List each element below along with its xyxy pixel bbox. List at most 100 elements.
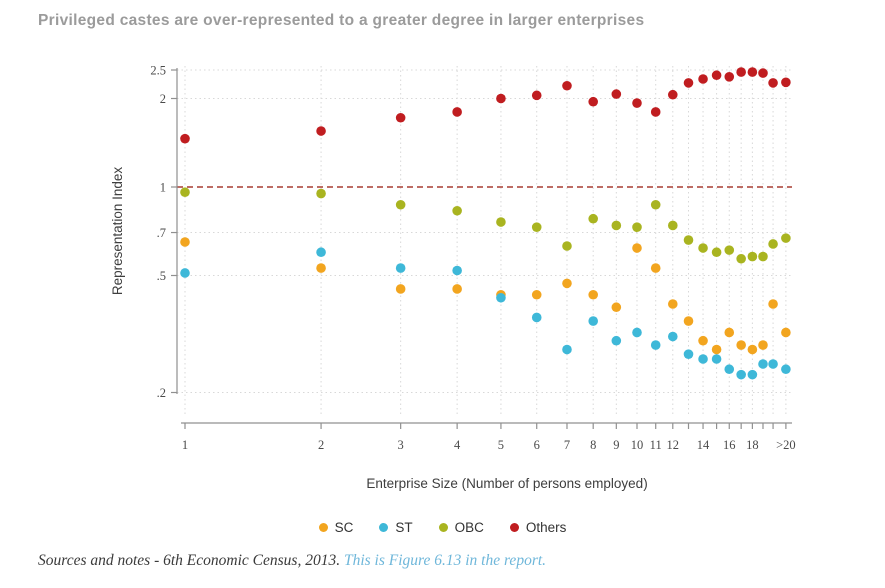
data-point-ST-1 xyxy=(180,268,190,278)
x-tick-label: 16 xyxy=(723,438,736,452)
data-point-OBC-15 xyxy=(711,247,722,258)
data-point-Others-11 xyxy=(650,107,661,117)
data-point-ST-8 xyxy=(588,316,598,326)
x-axis-title: Enterprise Size (Number of persons emplo… xyxy=(366,476,647,491)
data-point-ST-4 xyxy=(452,265,462,276)
data-point-Others-1 xyxy=(180,133,190,144)
data-point-Others-2 xyxy=(316,126,326,136)
legend-label-others: Others xyxy=(525,519,567,535)
data-point-SC-13 xyxy=(683,316,694,326)
data-point-SC-1 xyxy=(180,237,190,247)
data-point-OBC-1 xyxy=(180,187,190,198)
data-point-Others-18 xyxy=(747,67,758,77)
data-point-ST-14 xyxy=(698,354,708,364)
data-point-OBC-6 xyxy=(531,222,542,232)
data-point-SC-10 xyxy=(632,243,642,253)
data-point-ST-2 xyxy=(316,247,326,258)
data-point-SC-2 xyxy=(316,263,326,273)
data-point-OBC-10 xyxy=(632,222,642,232)
data-point-ST-3 xyxy=(395,263,406,273)
y-tick-label: .2 xyxy=(157,386,166,400)
y-tick-label: 2.5 xyxy=(150,64,166,78)
data-point-OBC-4 xyxy=(452,205,462,216)
data-point-ST-5 xyxy=(496,292,506,303)
legend-dot-others xyxy=(509,522,519,532)
data-point-OBC-2 xyxy=(316,188,326,199)
data-point-OBC-5 xyxy=(496,217,506,227)
data-point-ST-6 xyxy=(531,312,542,323)
data-point-SC-14 xyxy=(698,335,708,346)
data-point-Others-10 xyxy=(632,98,642,108)
data-point-ST-12 xyxy=(667,331,678,342)
footer-note: Sources and notes - 6th Economic Census,… xyxy=(38,552,858,570)
x-tick-label: 11 xyxy=(650,438,662,452)
data-point-SC-gt20 xyxy=(781,327,791,338)
x-tick-label: 6 xyxy=(534,438,540,452)
x-tick-label: 12 xyxy=(667,438,680,452)
data-point-Others-14 xyxy=(698,74,708,84)
data-point-SC-8 xyxy=(588,289,598,300)
data-point-ST-16 xyxy=(724,364,735,375)
data-point-OBC-3 xyxy=(395,199,406,210)
data-point-Others-6 xyxy=(531,90,542,101)
data-point-SC-7 xyxy=(562,278,572,289)
x-tick-label: 18 xyxy=(746,438,759,452)
data-point-OBC-16 xyxy=(724,245,735,255)
y-axis-title: Representation Index xyxy=(110,167,125,296)
data-point-Others-8 xyxy=(588,96,598,107)
x-tick-label: 1 xyxy=(182,438,188,452)
data-point-ST-10 xyxy=(632,327,642,338)
data-point-ST-9 xyxy=(611,335,622,346)
y-tick-label: .5 xyxy=(157,269,166,283)
data-point-OBC-7 xyxy=(562,241,572,251)
x-tick-label: 10 xyxy=(631,438,644,452)
data-point-OBC-20 xyxy=(768,239,778,249)
data-point-ST-13 xyxy=(683,349,694,359)
data-point-Others-4 xyxy=(452,107,462,117)
data-point-OBC-18 xyxy=(747,251,758,262)
data-point-SC-11 xyxy=(650,263,661,273)
data-point-Others-5 xyxy=(496,93,506,104)
data-point-Others-9 xyxy=(611,89,622,99)
data-point-OBC-14 xyxy=(698,243,708,253)
data-point-Others-gt20 xyxy=(781,77,791,88)
x-tick-label: 9 xyxy=(613,438,619,452)
chart-legend: SC ST OBC Others xyxy=(0,516,885,538)
data-point-Others-20 xyxy=(768,78,778,88)
data-point-SC-4 xyxy=(452,284,462,294)
y-tick-label: 2 xyxy=(160,92,166,106)
data-point-OBC-11 xyxy=(650,199,661,210)
data-point-SC-19 xyxy=(758,340,768,350)
data-point-OBC-17 xyxy=(736,253,746,264)
data-point-Others-12 xyxy=(667,89,678,100)
data-point-SC-9 xyxy=(611,302,622,313)
x-tick-label: 4 xyxy=(454,438,461,452)
data-point-SC-12 xyxy=(667,299,678,309)
data-point-SC-20 xyxy=(768,299,778,309)
chart-title: Privileged castes are over-represented t… xyxy=(38,12,645,29)
data-point-ST-7 xyxy=(562,344,572,355)
figure-link[interactable]: This is Figure 6.13 in the report. xyxy=(343,552,547,569)
legend-dot-sc xyxy=(318,522,328,532)
data-point-OBC-13 xyxy=(683,235,694,245)
data-point-ST-19 xyxy=(758,359,768,369)
legend-label-obc: OBC xyxy=(454,519,484,535)
data-point-OBC-9 xyxy=(611,220,622,231)
data-point-OBC-19 xyxy=(758,251,768,262)
data-point-Others-19 xyxy=(758,68,768,78)
x-tick-label: 8 xyxy=(590,438,596,452)
legend-label-sc: SC xyxy=(334,519,354,535)
data-point-SC-17 xyxy=(736,340,746,350)
legend-dot-obc xyxy=(438,522,448,532)
data-point-ST-11 xyxy=(650,340,661,350)
data-point-Others-16 xyxy=(724,72,735,82)
legend-item-others: Others xyxy=(509,519,567,535)
legend-item-sc: SC xyxy=(318,519,354,535)
data-point-OBC-12 xyxy=(667,220,678,231)
data-point-ST-20 xyxy=(768,359,778,369)
source-text: Sources and notes - 6th Economic Census,… xyxy=(38,552,344,569)
legend-label-st: ST xyxy=(395,519,413,535)
legend-item-st: ST xyxy=(379,519,413,535)
scatter-plot: 2.521.7.5.21 2 3 4 5 6 7 8 9 10 11 12 14 16 18 >20Repre… xyxy=(110,64,796,491)
